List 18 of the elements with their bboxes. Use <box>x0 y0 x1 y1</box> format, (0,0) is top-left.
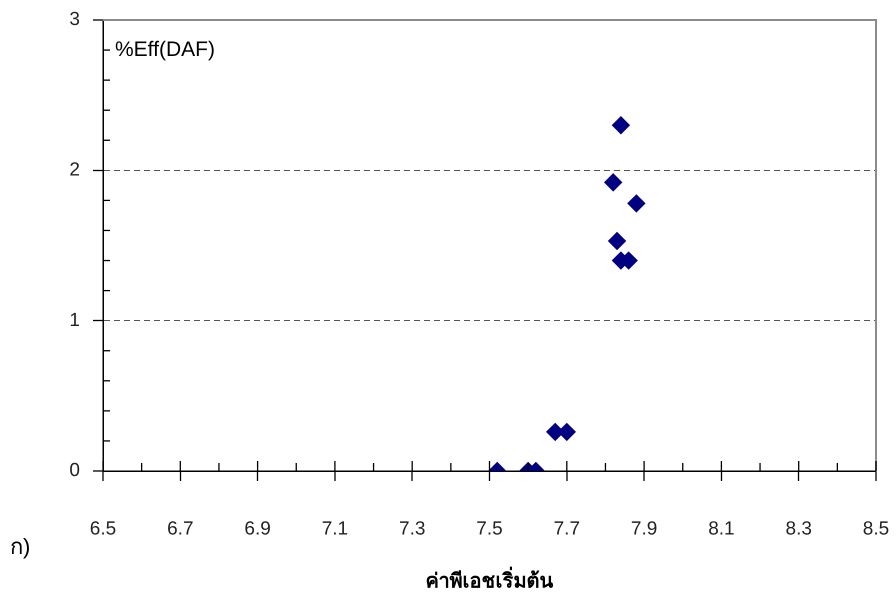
x-tick-label: 7.5 <box>476 518 503 540</box>
y-axis-title: %Eff(DAF) <box>115 38 215 61</box>
y-tick-label: 1 <box>69 310 80 331</box>
x-tick-label: 8.3 <box>785 518 812 540</box>
x-tick-label: 8.1 <box>708 518 735 540</box>
x-tick-label: 8.5 <box>862 518 890 540</box>
y-tick-label: 3 <box>69 9 80 30</box>
y-tick-label: 2 <box>69 160 80 181</box>
x-tick-label: 7.3 <box>398 518 426 540</box>
x-tick-label: 7.1 <box>322 518 348 540</box>
text: ก) <box>10 534 30 560</box>
x-tick-label: 6.7 <box>167 518 194 540</box>
x-axis-title: ค่าพีเอชเริ่มต้น <box>426 566 554 593</box>
x-tick-label: 6.9 <box>244 518 271 540</box>
y-tick-label: 0 <box>69 460 80 482</box>
x-tick-label: 7.9 <box>630 518 658 540</box>
x-tick-label: 6.5 <box>90 518 116 540</box>
x-tick-label: 7.7 <box>554 518 580 540</box>
